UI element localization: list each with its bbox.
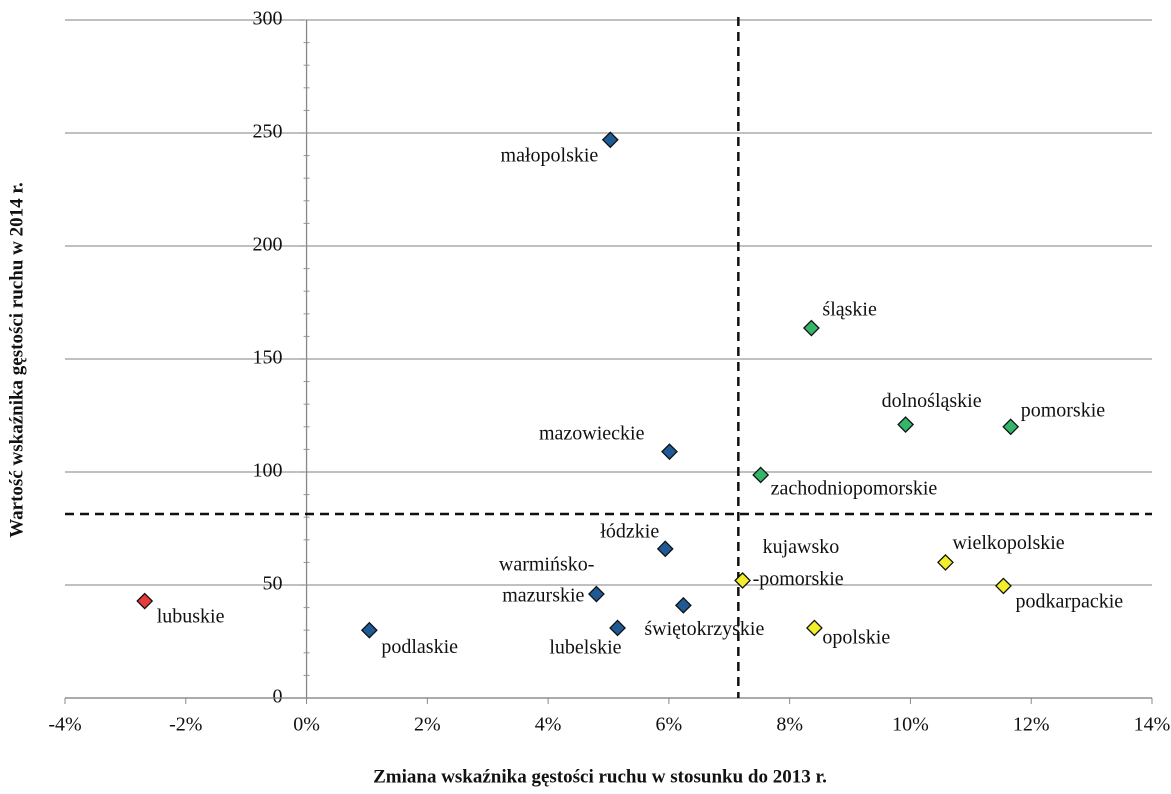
point-label: łódzkie xyxy=(600,520,659,542)
data-point xyxy=(609,619,626,637)
x-axis-title: Zmiana wskaźnika gęstości ruchu w stosun… xyxy=(373,766,827,787)
x-tick-label: 14% xyxy=(1134,714,1171,736)
x-tick-label: 12% xyxy=(1013,714,1050,736)
data-point xyxy=(937,553,954,571)
point-label: lubelskie xyxy=(549,637,621,659)
point-label: małopolskie xyxy=(501,144,599,166)
point-label: lubuskie xyxy=(157,606,225,628)
y-tick-label: 100 xyxy=(253,460,283,482)
point-label: pomorskie xyxy=(1021,399,1106,421)
data-point xyxy=(136,592,154,610)
point-label: -pomorskie xyxy=(753,568,844,590)
point-label: opolskie xyxy=(822,627,890,649)
x-tick-label: 4% xyxy=(535,714,562,736)
point-label: wielkopolskie xyxy=(952,532,1064,554)
x-tick-label: 2% xyxy=(414,714,441,736)
data-point xyxy=(1002,418,1020,436)
data-point xyxy=(588,585,605,603)
x-tick-label: -2% xyxy=(169,714,202,736)
data-point xyxy=(806,619,823,637)
point-label: warmińsko- xyxy=(499,554,595,576)
x-tick-label: 6% xyxy=(656,714,683,736)
y-tick-label: 50 xyxy=(263,573,283,595)
point-label: świętokrzyskie xyxy=(644,618,764,640)
data-point xyxy=(674,596,692,614)
point-label: mazowieckie xyxy=(539,422,645,444)
y-tick-label: 300 xyxy=(253,8,283,30)
data-point xyxy=(734,572,751,589)
data-point xyxy=(995,577,1012,595)
point-label: dolnośląskie xyxy=(882,390,982,412)
point-label: mazurskie xyxy=(502,585,584,607)
y-tick-label: 250 xyxy=(253,121,283,143)
y-axis-title: Wartość wskaźnika gęstości ruchu w 2014 … xyxy=(6,182,27,538)
x-tick-label: 0% xyxy=(293,714,320,736)
point-label: kujawsko xyxy=(763,536,840,558)
y-tick-label: 0 xyxy=(273,686,283,708)
data-point xyxy=(661,443,678,461)
data-point xyxy=(656,540,674,558)
point-label: zachodniopomorskie xyxy=(771,478,938,500)
x-tick-label: -4% xyxy=(48,714,81,736)
y-tick-label: 150 xyxy=(253,347,283,369)
point-label: podkarpackie xyxy=(1015,590,1123,612)
point-label: śląskie xyxy=(822,299,877,321)
data-point xyxy=(601,131,619,149)
x-tick-label: 8% xyxy=(776,714,803,736)
point-label: podlaskie xyxy=(381,636,458,658)
y-tick-label: 200 xyxy=(253,234,283,256)
x-tick-label: 10% xyxy=(892,714,929,736)
data-point xyxy=(802,319,820,337)
data-point xyxy=(752,466,770,484)
data-point xyxy=(360,621,378,639)
data-point xyxy=(897,416,915,433)
